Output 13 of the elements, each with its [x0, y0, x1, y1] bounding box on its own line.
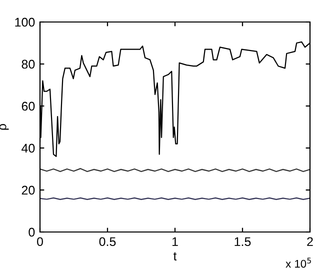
- y-tick-label: 20: [22, 186, 35, 195]
- text: x 10$^{5}$: [286, 258, 311, 268]
- y-tick-label: 80: [22, 60, 35, 69]
- x-tick-label: 2: [307, 237, 313, 246]
- y-tick-label: 40: [22, 144, 35, 153]
- x-tick-label: 0.5: [99, 237, 116, 246]
- y-tick-label: 60: [22, 102, 35, 111]
- x-tick-label: 1: [172, 237, 178, 246]
- y-tick-label: 100: [15, 18, 35, 27]
- x-axis-title: t: [173, 252, 177, 260]
- x-tick-label: 1.5: [234, 237, 251, 246]
- x-tick-label: 0: [37, 237, 43, 246]
- y-tick-label: 0: [28, 228, 35, 237]
